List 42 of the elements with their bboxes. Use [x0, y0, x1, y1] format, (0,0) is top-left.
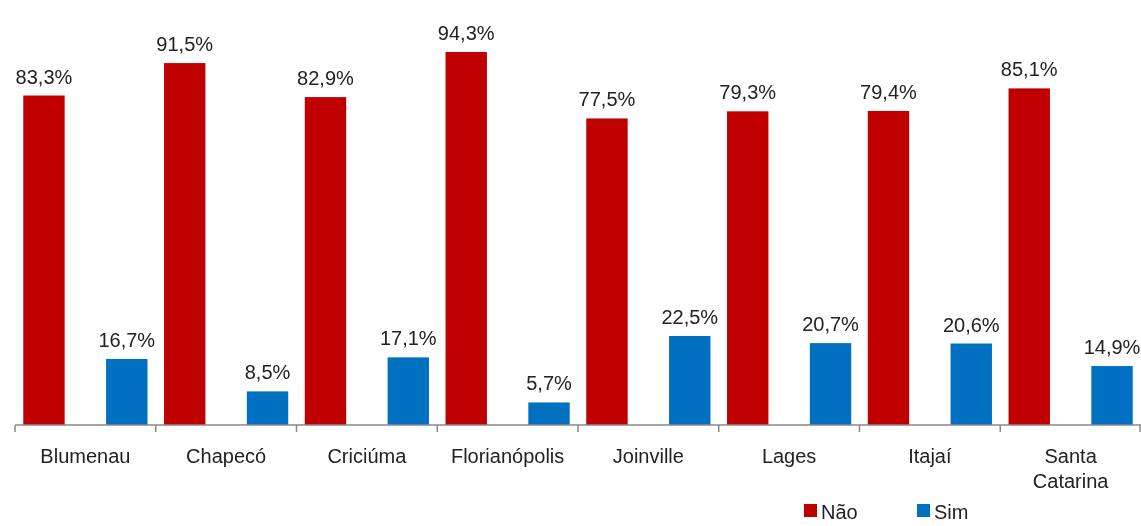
data-label: 91,5%: [156, 33, 214, 56]
x-tick-label: Criciúma: [327, 445, 408, 467]
bar: [867, 110, 910, 425]
data-label: 22,5%: [661, 306, 719, 328]
data-label: 20,7%: [802, 313, 860, 336]
data-label: 14,9%: [1083, 336, 1141, 359]
bar: [387, 357, 429, 425]
bar: [106, 358, 148, 425]
bar: [445, 52, 487, 425]
data-label: 16,7%: [98, 328, 156, 351]
bar: [809, 343, 852, 425]
x-tick-label: Joinville: [612, 445, 684, 467]
data-label: 17,1%: [379, 327, 437, 350]
data-label: 8,5%: [244, 361, 291, 384]
bar: [246, 391, 289, 425]
data-label: 20,6%: [942, 313, 1000, 336]
x-tick-label: Chapecó: [186, 445, 267, 467]
bar: [304, 97, 347, 425]
x-tick-label: Itajaí: [908, 445, 952, 467]
bar: [1091, 366, 1133, 425]
data-label: 83,3%: [15, 65, 73, 88]
data-label: 77,5%: [578, 88, 636, 111]
bar: [1008, 88, 1050, 425]
x-tick-label: Lages: [761, 445, 817, 467]
data-label: 5,7%: [526, 372, 573, 395]
data-label: 79,4%: [860, 80, 918, 103]
x-tick-label: Florianópolis: [450, 445, 565, 467]
data-label: 94,3%: [437, 22, 495, 44]
x-tick-label: Santa Catarina: [1032, 445, 1110, 492]
bar: [23, 95, 65, 425]
data-label: 82,9%: [297, 67, 355, 90]
legend-label: Não: [821, 501, 858, 523]
bar: [950, 343, 992, 425]
data-label: 79,3%: [719, 81, 777, 104]
x-tick-label: Blumenau: [40, 445, 131, 467]
bar: [586, 118, 628, 425]
bar: [164, 63, 206, 425]
bar: [727, 111, 769, 425]
legend-label: Sim: [934, 501, 969, 523]
bar: [528, 402, 570, 425]
data-label: 85,1%: [1000, 58, 1058, 81]
bar: [669, 336, 711, 425]
